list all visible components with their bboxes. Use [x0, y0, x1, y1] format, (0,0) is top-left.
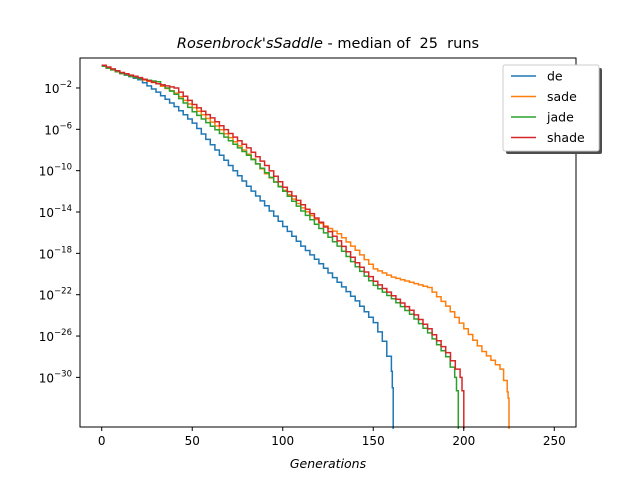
x-axis: 0 50 100 150 200 250	[98, 427, 566, 448]
x-tick-label: 150	[362, 434, 385, 448]
y-tick-label-base: 10	[39, 165, 54, 179]
x-tick-label: 50	[185, 434, 200, 448]
y-tick-label-base: 10	[39, 206, 54, 220]
legend-label-sade: sade	[547, 89, 577, 104]
y-tick-label-exponent: −30	[54, 369, 72, 379]
chart-title-suffix: - median of 25 runs	[323, 36, 479, 52]
x-axis-label: Generations	[290, 456, 367, 471]
legend-label-shade: shade	[547, 130, 585, 145]
y-tick-label: 10−22	[39, 287, 72, 303]
series-line-de	[101, 64, 394, 429]
y-tick-label: 10−10	[39, 163, 72, 179]
y-tick-label-exponent: −22	[54, 287, 72, 297]
y-tick-label: 10−18	[39, 245, 72, 261]
y-tick-label: 10−6	[44, 121, 72, 137]
y-tick-label-base: 10	[44, 82, 59, 96]
series-line-shade	[101, 64, 465, 429]
x-tick-label: 0	[98, 434, 106, 448]
y-tick-label-base: 10	[39, 289, 54, 303]
y-tick-label-exponent: −18	[54, 245, 72, 255]
y-tick-label-exponent: −14	[54, 204, 72, 214]
y-tick-label-exponent: −2	[59, 80, 72, 90]
y-tick-label-exponent: −10	[54, 163, 72, 173]
y-tick-label: 10−26	[39, 328, 72, 344]
legend: de sade jade shade	[502, 64, 602, 154]
y-tick-label-exponent: −26	[54, 328, 72, 338]
y-tick-label-base: 10	[39, 247, 54, 261]
x-tick-label: 200	[452, 434, 475, 448]
y-tick-label-base: 10	[44, 123, 59, 137]
y-tick-label: 10−30	[39, 369, 72, 385]
y-tick-label-base: 10	[39, 330, 54, 344]
y-tick-label: 10−14	[39, 204, 72, 220]
legend-label-de: de	[547, 69, 563, 84]
chart-title-function-name: Rosenbrock'sSaddle	[177, 36, 323, 52]
x-tick-label: 100	[271, 434, 294, 448]
chart-title: Rosenbrock'sSaddle - median of 25 runs	[177, 36, 479, 52]
legend-box	[502, 64, 600, 152]
plot-area-frame	[79, 57, 577, 428]
y-tick-label-base: 10	[39, 371, 54, 385]
series-layer	[101, 64, 510, 429]
x-tick-label: 250	[543, 434, 566, 448]
y-tick-label-exponent: −6	[59, 121, 72, 131]
legend-label-jade: jade	[546, 110, 574, 125]
y-tick-label: 10−2	[44, 80, 72, 96]
